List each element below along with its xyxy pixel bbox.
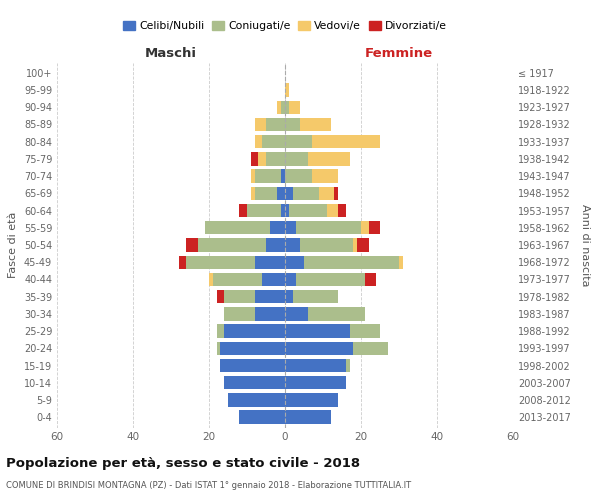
Bar xyxy=(285,272,296,286)
Bar xyxy=(220,359,285,372)
Bar xyxy=(308,307,365,320)
Text: Femmine: Femmine xyxy=(365,47,433,60)
Bar xyxy=(259,152,266,166)
Bar xyxy=(311,170,338,183)
Bar xyxy=(239,204,247,218)
Bar xyxy=(247,204,281,218)
Bar xyxy=(239,410,285,424)
Bar xyxy=(289,204,327,218)
Bar xyxy=(353,238,357,252)
Bar xyxy=(296,221,361,234)
Bar xyxy=(365,272,376,286)
Bar xyxy=(254,186,277,200)
Bar xyxy=(285,221,296,234)
Bar xyxy=(277,100,281,114)
Bar xyxy=(254,307,285,320)
Y-axis label: Fasce di età: Fasce di età xyxy=(8,212,18,278)
Bar xyxy=(254,135,262,148)
Bar xyxy=(285,290,293,304)
Bar xyxy=(281,170,285,183)
Bar xyxy=(205,221,270,234)
Bar xyxy=(217,324,224,338)
Bar xyxy=(361,221,368,234)
Bar xyxy=(251,186,254,200)
Bar xyxy=(217,342,220,355)
Bar xyxy=(224,290,254,304)
Bar xyxy=(277,186,285,200)
Bar xyxy=(296,272,365,286)
Bar xyxy=(254,256,285,269)
Bar xyxy=(224,376,285,390)
Bar xyxy=(224,307,254,320)
Bar xyxy=(285,376,346,390)
Legend: Celibi/Nubili, Coniugati/e, Vedovi/e, Divorziati/e: Celibi/Nubili, Coniugati/e, Vedovi/e, Di… xyxy=(119,17,451,36)
Bar xyxy=(266,238,285,252)
Bar xyxy=(285,100,289,114)
Bar xyxy=(209,272,213,286)
Bar xyxy=(304,256,399,269)
Bar xyxy=(285,238,300,252)
Bar xyxy=(213,272,262,286)
Bar xyxy=(262,135,285,148)
Bar xyxy=(346,359,350,372)
Bar xyxy=(293,186,319,200)
Bar xyxy=(228,393,285,406)
Bar xyxy=(357,238,368,252)
Bar xyxy=(285,307,308,320)
Bar xyxy=(308,152,350,166)
Bar xyxy=(266,152,285,166)
Bar xyxy=(281,204,285,218)
Bar xyxy=(319,186,334,200)
Bar xyxy=(311,135,380,148)
Bar xyxy=(285,410,331,424)
Bar xyxy=(251,152,259,166)
Bar xyxy=(285,342,353,355)
Bar xyxy=(338,204,346,218)
Bar xyxy=(293,290,338,304)
Bar xyxy=(285,204,289,218)
Bar xyxy=(300,238,353,252)
Bar xyxy=(399,256,403,269)
Bar xyxy=(179,256,186,269)
Bar xyxy=(251,170,254,183)
Bar xyxy=(289,100,300,114)
Text: Popolazione per età, sesso e stato civile - 2018: Popolazione per età, sesso e stato civil… xyxy=(6,458,360,470)
Bar xyxy=(300,118,331,131)
Bar xyxy=(254,170,281,183)
Y-axis label: Anni di nascita: Anni di nascita xyxy=(580,204,590,286)
Bar xyxy=(285,359,346,372)
Bar xyxy=(254,290,285,304)
Bar xyxy=(285,256,304,269)
Bar xyxy=(285,135,311,148)
Bar xyxy=(285,186,293,200)
Bar xyxy=(285,324,350,338)
Bar xyxy=(285,84,289,97)
Bar xyxy=(254,118,266,131)
Bar xyxy=(270,221,285,234)
Bar xyxy=(368,221,380,234)
Bar xyxy=(262,272,285,286)
Text: COMUNE DI BRINDISI MONTAGNA (PZ) - Dati ISTAT 1° gennaio 2018 - Elaborazione TUT: COMUNE DI BRINDISI MONTAGNA (PZ) - Dati … xyxy=(6,481,411,490)
Bar xyxy=(217,290,224,304)
Bar xyxy=(186,256,254,269)
Bar xyxy=(220,342,285,355)
Text: Maschi: Maschi xyxy=(145,47,197,60)
Bar xyxy=(186,238,197,252)
Bar xyxy=(285,118,300,131)
Bar xyxy=(334,186,338,200)
Bar xyxy=(281,100,285,114)
Bar xyxy=(224,324,285,338)
Bar xyxy=(285,170,311,183)
Bar xyxy=(285,393,338,406)
Bar xyxy=(327,204,338,218)
Bar xyxy=(266,118,285,131)
Bar xyxy=(350,324,380,338)
Bar xyxy=(353,342,388,355)
Bar xyxy=(197,238,266,252)
Bar xyxy=(285,152,308,166)
